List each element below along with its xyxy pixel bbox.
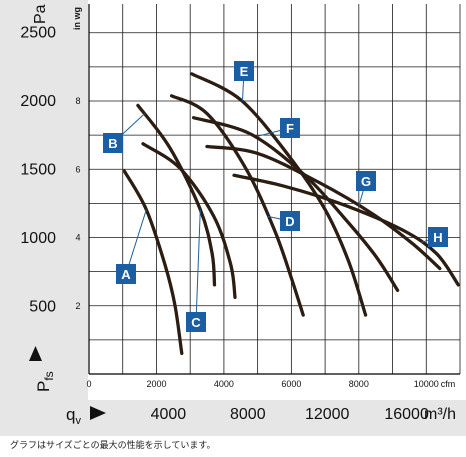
x-axis-band xyxy=(0,400,466,436)
callout-box-d xyxy=(280,211,300,231)
y-tick-label-pa: 1500 xyxy=(20,161,56,178)
curve-g xyxy=(205,144,442,271)
callout-box-h xyxy=(428,227,448,247)
callout-leader-c xyxy=(195,209,201,323)
callout-leader-a xyxy=(125,209,147,275)
y-tick-label-inwg: 2 xyxy=(75,301,80,311)
y-tick-label-inwg: 4 xyxy=(75,233,80,243)
y-tick-label-inwg: 8 xyxy=(75,96,80,106)
curve-a xyxy=(122,169,184,356)
callout-box-a xyxy=(116,264,136,284)
x-unit-m3h: m³/h xyxy=(424,406,456,423)
callout-box-c xyxy=(186,312,206,332)
callout-label-g: G xyxy=(361,174,371,189)
callout-label-h: H xyxy=(433,230,442,245)
x-tick-label-cfm: 8000 xyxy=(349,379,369,389)
y-axis-arrow-icon xyxy=(29,346,42,361)
x-tick-label-cfm: 6000 xyxy=(281,379,301,389)
footnote: グラフはサイズごとの最大の性能を示しています。 xyxy=(10,441,216,451)
curves xyxy=(122,72,460,356)
x-tick-label-cfm: 4000 xyxy=(214,379,234,389)
x-tick-label-cfm: 10000 xyxy=(414,379,439,389)
x-tick-label-cfm: 0 xyxy=(86,379,91,389)
y-tick-label-pa: 2500 xyxy=(20,24,56,41)
y-tick-label-inwg: 6 xyxy=(75,164,80,174)
x-tick-label-m3h: 12000 xyxy=(305,406,350,423)
y-unit-inwg: in wg xyxy=(72,7,82,30)
axes: 500 1000 1500 2000 2500 2 4 6 8 Pa in wg Pfs 0 2000 40… xyxy=(20,4,460,427)
callout-box-f xyxy=(280,118,300,138)
fan-performance-chart: 500 1000 1500 2000 2500 2 4 6 8 Pa in wg Pfs 0 2000 40… xyxy=(0,0,466,436)
y-tick-label-pa: 2000 xyxy=(20,93,56,110)
callout-label-c: C xyxy=(191,315,201,330)
x-axis-symbol: qv xyxy=(66,405,81,427)
callout-label-f: F xyxy=(286,121,294,136)
curve-h xyxy=(232,173,460,287)
callout-label-b: B xyxy=(108,136,117,151)
x-tick-label-m3h: 16000 xyxy=(384,406,429,423)
callout-box-g xyxy=(356,171,376,191)
plot-area xyxy=(89,4,460,374)
x-tick-label-m3h: 4000 xyxy=(151,406,187,423)
curve-d xyxy=(169,94,305,317)
callout-label-d: D xyxy=(285,214,294,229)
x-axis-arrow-icon xyxy=(90,406,106,420)
callout-box-b xyxy=(103,133,123,153)
x-tick-label-cfm: 2000 xyxy=(146,379,166,389)
x-unit-cfm: cfm xyxy=(441,379,456,389)
y-unit-pa: Pa xyxy=(32,4,49,24)
y-axis-band xyxy=(0,0,88,400)
grid xyxy=(89,4,461,374)
curve-f xyxy=(191,116,400,293)
x-tick-label-m3h: 8000 xyxy=(230,406,266,423)
y-axis-symbol: Pfs xyxy=(34,371,56,392)
callout-label-a: A xyxy=(121,267,131,282)
callout-box-e xyxy=(234,61,254,81)
curve-e xyxy=(190,72,368,317)
y-tick-label-pa: 1000 xyxy=(20,230,56,247)
curve-labels: A B C D E F G H xyxy=(103,61,448,332)
curve-c xyxy=(141,142,237,299)
callout-label-e: E xyxy=(240,64,249,79)
y-tick-label-pa: 500 xyxy=(29,298,56,315)
